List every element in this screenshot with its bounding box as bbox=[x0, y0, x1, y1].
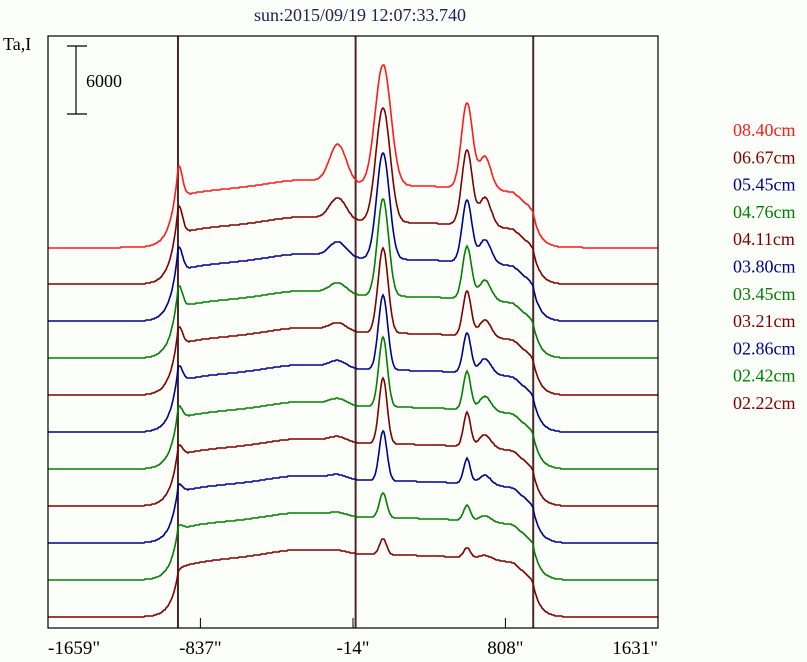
legend-entry-03.21cm: 03.21cm bbox=[733, 311, 796, 331]
series-line-05.45cm bbox=[48, 151, 658, 322]
legend-entry-03.45cm: 03.45cm bbox=[733, 284, 796, 304]
series-line-02.22cm bbox=[48, 538, 658, 618]
series-line-03.21cm bbox=[48, 376, 658, 507]
legend-entry-03.80cm: 03.80cm bbox=[733, 257, 796, 277]
series-line-03.80cm bbox=[48, 293, 658, 433]
series-line-04.76cm bbox=[48, 197, 658, 359]
plot-area bbox=[48, 36, 658, 628]
legend-entry-02.42cm: 02.42cm bbox=[733, 366, 796, 386]
legend-entry-02.86cm: 02.86cm bbox=[733, 338, 796, 358]
legend-entry-04.76cm: 04.76cm bbox=[733, 202, 796, 222]
series-line-08.40cm bbox=[48, 64, 658, 249]
series-line-03.45cm bbox=[48, 335, 658, 470]
legend-entry-05.45cm: 05.45cm bbox=[733, 175, 796, 195]
series-line-04.11cm bbox=[48, 246, 658, 396]
scale-bar: 6000 bbox=[67, 45, 122, 115]
x-axis-ticks: -1659" -837" -14" 808" 1631" bbox=[48, 618, 658, 659]
y-axis-label: Ta,I bbox=[3, 34, 31, 54]
series-line-02.42cm bbox=[48, 491, 658, 581]
x-tick-label: -14" bbox=[336, 638, 369, 659]
chart-title: sun:2015/09/19 12:07:33.740 bbox=[254, 5, 466, 25]
x-tick-label: 808" bbox=[487, 638, 523, 659]
x-tick-label: -837" bbox=[179, 638, 222, 659]
legend: 08.40cm 06.67cm 05.45cm 04.76cm 04.11cm 03.80… bbox=[733, 120, 796, 413]
plot-frame bbox=[47, 35, 659, 629]
legend-entry-08.40cm: 08.40cm bbox=[733, 120, 796, 140]
x-tick-label: 1631" bbox=[612, 638, 658, 659]
legend-entry-06.67cm: 06.67cm bbox=[733, 147, 796, 167]
scale-bar-label: 6000 bbox=[86, 71, 122, 91]
series-line-02.86cm bbox=[48, 429, 658, 544]
legend-entry-04.11cm: 04.11cm bbox=[733, 229, 795, 249]
legend-entry-02.22cm: 02.22cm bbox=[733, 393, 796, 413]
x-tick-label: -1659" bbox=[48, 638, 100, 659]
series-line-06.67cm bbox=[48, 106, 658, 285]
